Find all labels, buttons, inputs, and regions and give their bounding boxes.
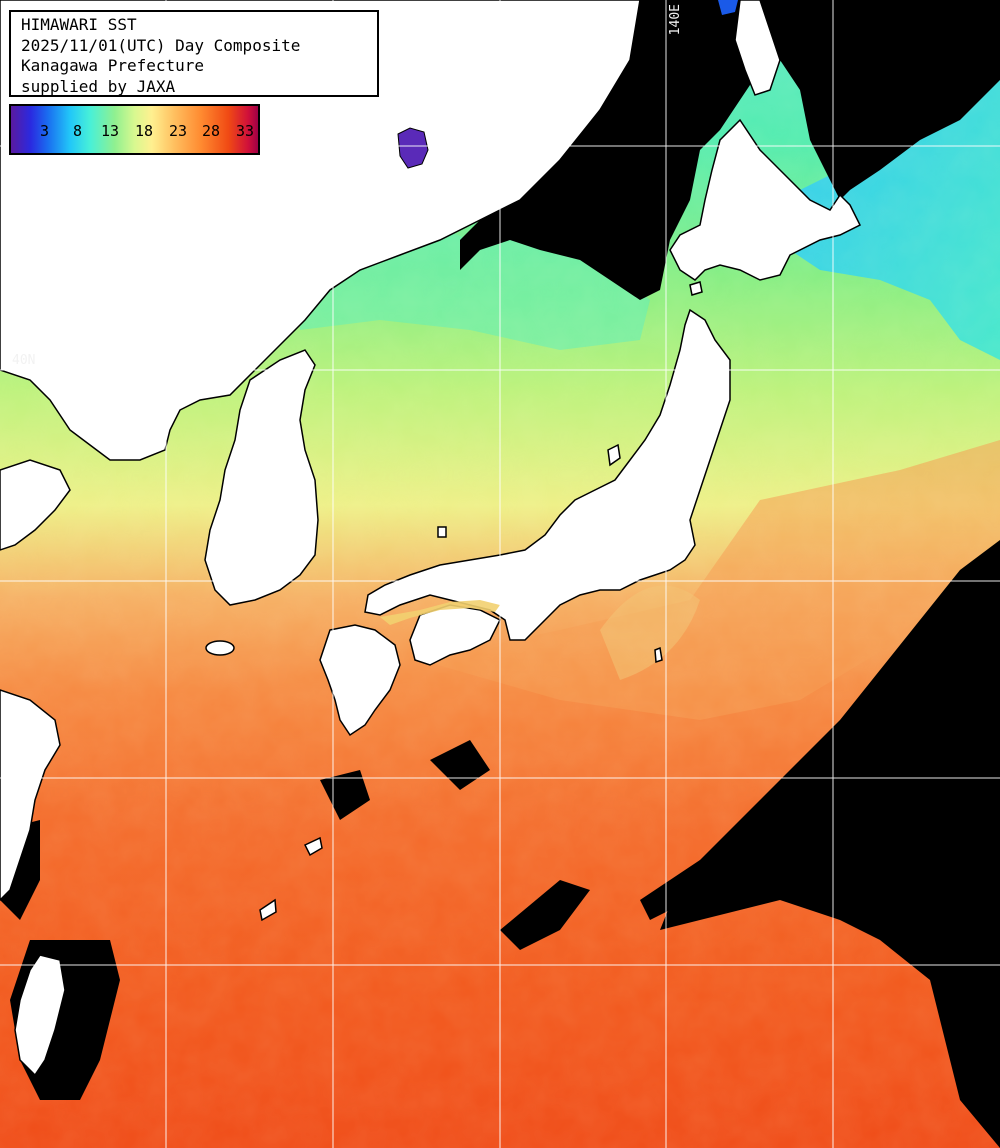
title-line-4: supplied by JAXA — [21, 76, 176, 96]
legend-tick-13: 13 — [101, 122, 120, 140]
land-ryukyu-1 — [303, 836, 323, 857]
land-china-coast — [0, 459, 71, 551]
land-taiwan — [14, 954, 66, 1077]
land-china-south — [0, 689, 61, 902]
title-panel: HIMAWARI SST 2025/11/01(UTC) Day Composi… — [9, 10, 379, 97]
cold-spot — [397, 127, 429, 169]
legend-tick-3: 3 — [40, 122, 50, 140]
longitude-label: 140E — [668, 4, 683, 36]
land-jeju — [205, 640, 235, 656]
legend-tick-28: 28 — [202, 122, 221, 140]
title-line-3: Kanagawa Prefecture — [21, 56, 205, 75]
land-sado — [607, 443, 621, 467]
color-scale-legend: 3 8 13 18 23 28 33 — [9, 104, 260, 155]
land-okushiri — [689, 281, 703, 296]
title-line-1: HIMAWARI SST — [21, 15, 137, 34]
land-ryukyu-2 — [259, 898, 277, 922]
cold-patch — [718, 0, 738, 15]
land-izu — [654, 646, 663, 664]
land-sakhalin — [734, 0, 781, 96]
land-kyushu — [319, 624, 401, 737]
title-line-2: 2025/11/01(UTC) Day Composite — [21, 35, 301, 55]
land-korea — [204, 349, 319, 606]
land-hokkaido — [669, 118, 862, 281]
legend-tick-18: 18 — [135, 122, 154, 140]
land-oki — [437, 526, 447, 538]
land-shikoku — [409, 604, 502, 666]
legend-tick-33: 33 — [236, 122, 255, 140]
seto-inland-sea — [380, 600, 500, 625]
latitude-label: 40N — [12, 353, 36, 368]
legend-tick-23: 23 — [169, 122, 188, 140]
legend-tick-8: 8 — [73, 122, 83, 140]
